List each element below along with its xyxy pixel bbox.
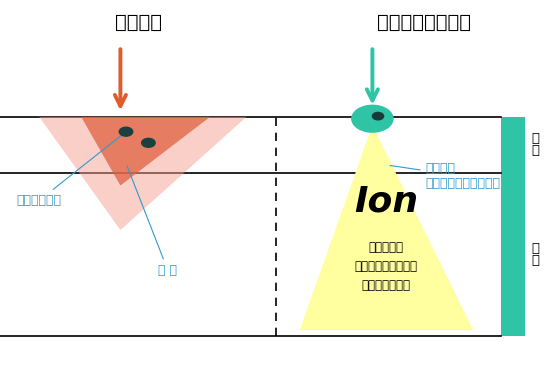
Text: Ion: Ion xyxy=(354,185,418,219)
Circle shape xyxy=(351,105,394,133)
FancyBboxPatch shape xyxy=(501,173,525,336)
Circle shape xyxy=(372,112,384,120)
FancyBboxPatch shape xyxy=(501,117,525,173)
Text: 真
皮: 真 皮 xyxy=(531,242,539,267)
Circle shape xyxy=(142,138,155,147)
Polygon shape xyxy=(81,117,210,186)
Text: 熱 傷: 熱 傷 xyxy=(127,166,178,278)
Text: ヒートマーク: ヒートマーク xyxy=(17,134,124,207)
Circle shape xyxy=(119,127,133,136)
Text: 表面凝華
（ダウンタイムなし）: 表面凝華 （ダウンタイムなし） xyxy=(390,162,501,190)
Text: 表
皮: 表 皮 xyxy=(531,132,539,157)
Text: 滅菌および
再生による回復時間
の根本的な改善: 滅菌および 再生による回復時間 の根本的な改善 xyxy=(355,241,418,292)
Text: プラズマシャワー: プラズマシャワー xyxy=(377,13,471,32)
Text: レーザー: レーザー xyxy=(115,13,161,32)
Polygon shape xyxy=(39,117,246,230)
Polygon shape xyxy=(300,125,473,330)
